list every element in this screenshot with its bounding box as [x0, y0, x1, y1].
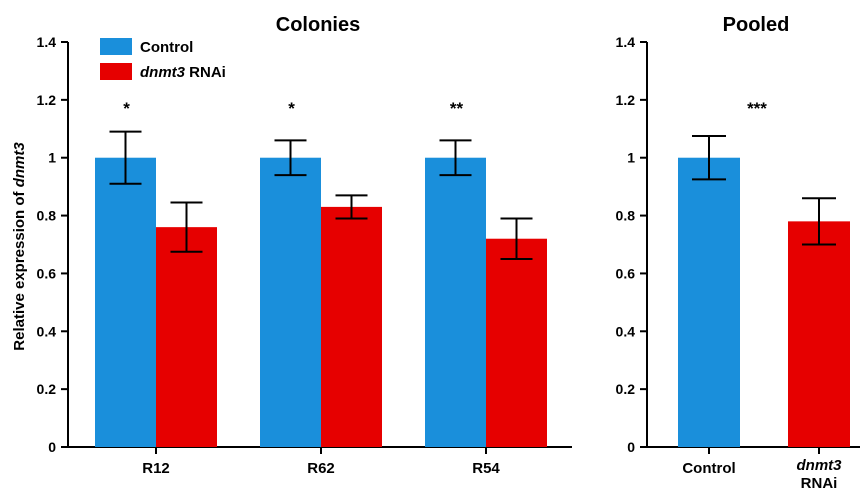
y-axis-label: Relative expression of dnmt3 [11, 142, 28, 351]
y-tick-label: 1.2 [37, 92, 57, 108]
bar-pooled-control [678, 157, 740, 447]
bar-r12-control [95, 157, 156, 447]
legend-label: dnmt3 RNAi [140, 64, 226, 81]
significance-marker: ** [450, 99, 464, 118]
y-tick-label: 1 [48, 150, 56, 166]
bar-r62-rnai [321, 206, 382, 447]
bar-r62-control [260, 157, 321, 447]
pooled-panel: Pooled 0 0.2 0.4 0.6 0.8 1 1.2 1.4 Control dnmt3RN… [616, 14, 860, 491]
x-tick-label: R62 [307, 460, 335, 477]
legend-swatch [100, 63, 132, 80]
y-tick-label: 0.8 [37, 208, 57, 224]
y-axis-label-part: dnmt3 [11, 142, 28, 188]
bar-r54-control [425, 157, 486, 447]
bar-r12-rnai [156, 227, 217, 447]
y-tick-label: 0 [48, 439, 56, 455]
y-tick-label: 0.4 [616, 323, 636, 339]
y-tick-label: 0.4 [37, 323, 57, 339]
y-tick-label: 0.6 [616, 265, 636, 281]
x-tick-label: RNAi [801, 475, 838, 491]
bar-r54-rnai [486, 238, 547, 447]
legend-label-part: RNAi [185, 64, 226, 81]
y-tick-label: 1 [627, 150, 635, 166]
y-tick-label: 0.2 [616, 381, 636, 397]
colonies-panel: Colonies Relative expression of dnmt3 0 0.2… [11, 14, 572, 477]
significance-marker: * [288, 99, 295, 118]
x-tick-label: dnmt3 [797, 457, 843, 474]
y-tick-label: 0.6 [37, 265, 57, 281]
x-tick-label: R54 [472, 460, 500, 477]
legend-label: Control [140, 39, 193, 56]
legend-swatch [100, 38, 132, 55]
y-axis-label-part: Relative expression of [11, 187, 28, 350]
bar-pooled-rnai [788, 221, 850, 447]
chart-title: Pooled [723, 14, 790, 36]
legend: Control dnmt3 RNAi [100, 38, 226, 81]
x-tick-label: R12 [142, 460, 170, 477]
chart-title: Colonies [276, 14, 360, 36]
x-tick-label: Control [682, 460, 735, 477]
legend-label-part: dnmt3 [140, 64, 186, 81]
y-tick-label: 1.2 [616, 92, 636, 108]
y-tick-label: 0 [627, 439, 635, 455]
significance-marker: *** [747, 99, 767, 118]
significance-marker: * [123, 99, 130, 118]
y-tick-label: 0.8 [616, 208, 636, 224]
y-tick-label: 1.4 [37, 34, 57, 50]
y-tick-label: 0.2 [37, 381, 57, 397]
y-tick-label: 1.4 [616, 34, 636, 50]
